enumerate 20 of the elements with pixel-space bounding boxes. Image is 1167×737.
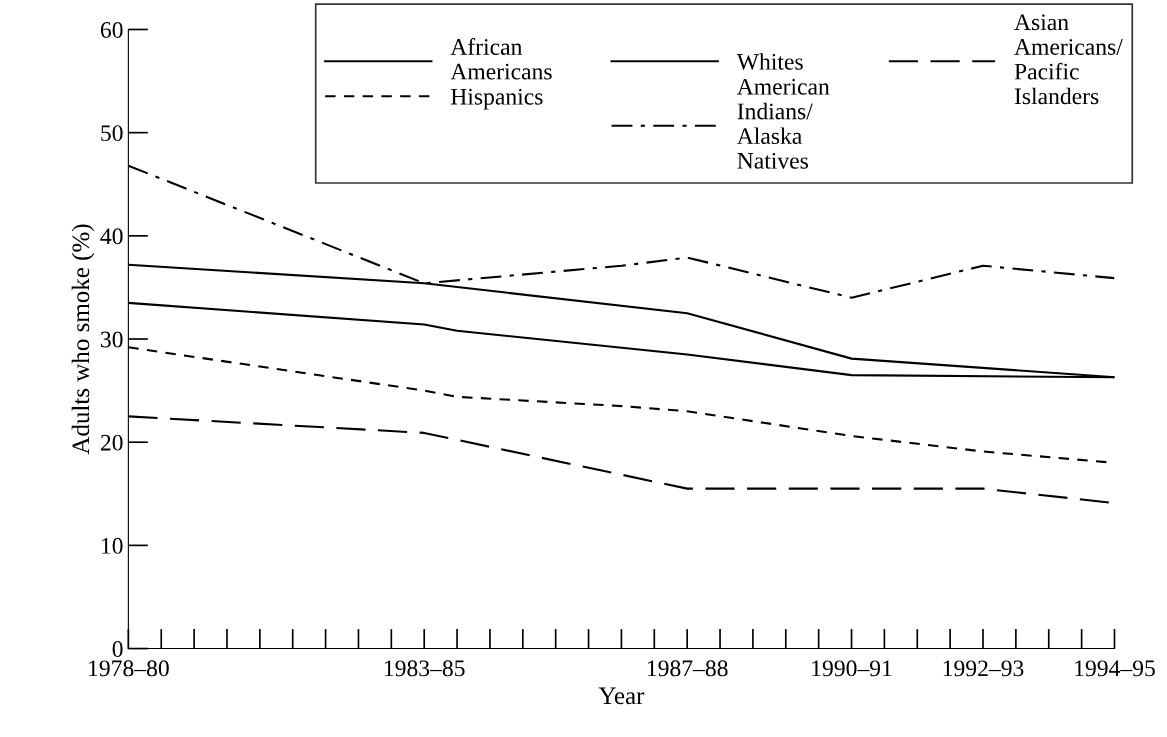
y-axis-title: Adults who smoke (%) [71, 224, 95, 455]
x-tick-label: 1987–88 [647, 660, 728, 677]
y-tick-label: 30 [101, 331, 123, 348]
y-tick-label: 0 [112, 641, 123, 657]
y-tick-label: 60 [100, 21, 123, 38]
x-axis-title: Year [598, 687, 645, 705]
legend-label: American Indians/ Alaska Natives [736, 78, 830, 169]
x-tick-label: 1978–80 [89, 660, 169, 677]
x-tick-label: 1983–85 [384, 660, 465, 677]
y-tick-label: 10 [101, 537, 123, 554]
x-tick-label: 1992–93 [943, 660, 1024, 677]
y-tick-label: 20 [100, 434, 123, 451]
legend-label: Hispanics [450, 88, 543, 110]
y-tick-label: 40 [100, 228, 123, 245]
x-tick-label: 1994–95 [1075, 660, 1155, 677]
y-tick-label: 50 [101, 125, 123, 142]
legend-label: Whites [736, 53, 803, 70]
legend-label: African Americans [450, 38, 552, 80]
legend-label: Asian Americans/ Pacific Islanders [1014, 14, 1123, 105]
x-tick-label: 1990–91 [812, 660, 892, 677]
